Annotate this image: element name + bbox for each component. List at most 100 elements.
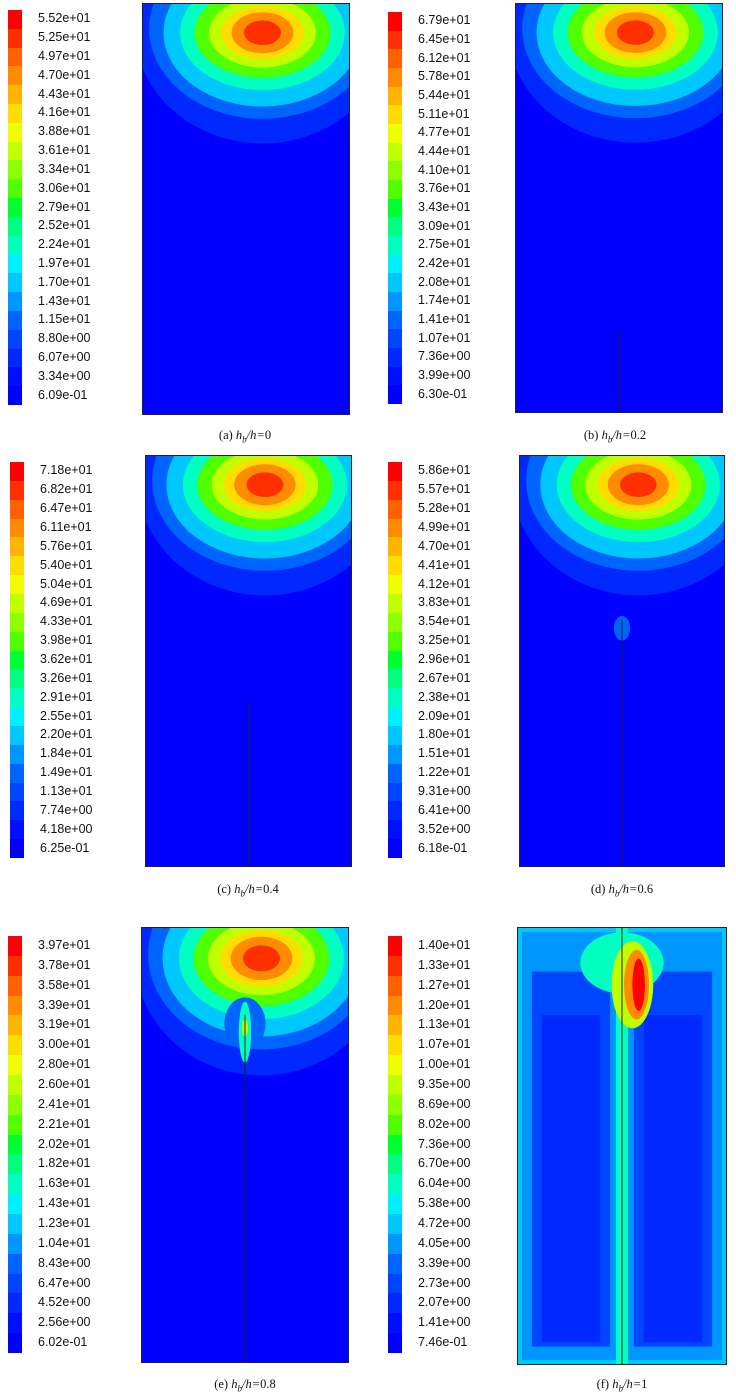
- panel-caption: (b) hb/h=0.2: [584, 428, 646, 445]
- colorbar-swatch: [388, 161, 402, 181]
- colorbar-swatch: [8, 1015, 22, 1036]
- colorbar-swatch: [388, 839, 402, 859]
- caption-sub: b: [242, 434, 247, 445]
- colorbar-label: 2.96e+01: [418, 652, 471, 666]
- colorbar-label: 3.00e+01: [38, 1037, 91, 1052]
- colorbar-label: 4.70e+01: [38, 67, 91, 82]
- colorbar-label: 7.36e+00: [418, 1136, 471, 1151]
- colorbar-swatch: [388, 801, 402, 821]
- colorbar-label: 1.33e+01: [418, 957, 471, 972]
- colorbar-swatch: [10, 499, 24, 520]
- colorbar-label: 1.07e+01: [418, 330, 471, 345]
- colorbar-label: 9.35e+00: [418, 1076, 471, 1091]
- colorbar-swatch: [10, 801, 24, 821]
- colorbar-swatch: [388, 142, 402, 162]
- colorbar-swatch: [8, 28, 22, 49]
- colorbar-swatch: [8, 975, 22, 997]
- colorbar-swatch: [388, 1253, 402, 1275]
- colorbar-label: 6.70e+00: [418, 1156, 471, 1171]
- contour-band: [242, 945, 281, 972]
- colorbar-label: 1.82e+01: [38, 1156, 91, 1171]
- colorbar-label: 5.40e+01: [40, 557, 93, 572]
- colorbar-label: 1.49e+01: [40, 765, 93, 780]
- colorbar-label: 6.02e-01: [38, 1335, 88, 1350]
- colorbar-swatch: [10, 763, 24, 784]
- colorbar-swatch: [10, 575, 24, 595]
- colorbar-label: 1.51e+01: [418, 746, 471, 761]
- colorbar-swatch: [388, 217, 402, 237]
- colorbar-label: 4.16e+01: [38, 105, 91, 120]
- colorbar-label: 2.60e+01: [38, 1076, 91, 1091]
- contour-plot: [142, 3, 350, 415]
- colorbar-label: 6.45e+01: [418, 32, 471, 46]
- caption-ratio: 0.6: [637, 882, 654, 896]
- panel-caption: (d) hb/h=0.6: [591, 882, 653, 899]
- colorbar-label: 1.80e+01: [418, 727, 471, 742]
- colorbar-swatch: [8, 1154, 22, 1175]
- caption-ratio: 0: [264, 428, 272, 442]
- colorbar-label: 5.76e+01: [40, 538, 93, 553]
- contour-band: [246, 472, 284, 497]
- colorbar-swatch: [388, 975, 402, 997]
- colorbar-label: 4.10e+01: [418, 162, 471, 177]
- colorbar-swatch: [10, 669, 24, 689]
- colorbar-label: 3.78e+01: [38, 957, 91, 972]
- colorbar-label: 3.25e+01: [418, 633, 471, 648]
- colorbar-label: 5.86e+01: [418, 463, 471, 478]
- colorbar-swatch: [8, 1214, 22, 1235]
- colorbar-swatch: [8, 1293, 22, 1314]
- colorbar-swatch: [388, 612, 402, 633]
- colorbar-swatch: [10, 480, 24, 501]
- colorbar-label: 3.52e+00: [418, 821, 471, 836]
- colorbar-swatch: [388, 348, 402, 368]
- colorbar-swatch: [388, 995, 402, 1016]
- colorbar-label: 4.97e+01: [38, 49, 91, 64]
- colorbar-swatch: [8, 1134, 22, 1155]
- colorbar-label: 6.09e-01: [38, 387, 88, 402]
- colorbar-label: 6.18e-01: [418, 840, 468, 855]
- colorbar-label: 4.41e+01: [418, 557, 471, 572]
- caption-sub: b: [237, 1383, 242, 1394]
- caption-var: h: [234, 882, 241, 896]
- colorbar-label: 3.34e+01: [38, 161, 91, 176]
- colorbar-label: 4.99e+01: [418, 520, 471, 534]
- colorbar-swatch: [8, 104, 22, 124]
- colorbar-swatch: [388, 1075, 402, 1096]
- colorbar-label: 6.47e+00: [38, 1275, 91, 1290]
- colorbar-swatch: [10, 650, 24, 670]
- colorbar-swatch: [10, 594, 24, 614]
- colorbar-swatch: [8, 1094, 22, 1116]
- colorbar-label: 3.62e+01: [40, 652, 93, 666]
- colorbar-swatch: [388, 669, 402, 689]
- caption-ratio: 1: [641, 1377, 648, 1391]
- caption-letter: (c): [217, 882, 232, 896]
- colorbar-swatch: [388, 385, 402, 405]
- colorbar-label: 1.04e+01: [38, 1235, 91, 1250]
- colorbar-swatch: [8, 1194, 22, 1215]
- colorbar-label: 2.08e+01: [418, 274, 471, 289]
- colorbar-label: 1.43e+01: [38, 1196, 91, 1211]
- colorbar-label: 2.21e+01: [38, 1116, 91, 1131]
- colorbar-swatch: [8, 1313, 22, 1334]
- colorbar-swatch: [8, 216, 22, 237]
- colorbar-swatch: [8, 179, 22, 199]
- colorbar-swatch: [388, 124, 402, 144]
- colorbar-label: 5.44e+01: [418, 88, 471, 102]
- colorbar-label: 4.44e+01: [418, 144, 471, 158]
- contour-band: [616, 20, 655, 45]
- colorbar-swatch: [388, 1134, 402, 1155]
- colorbar-swatch: [8, 348, 22, 368]
- colorbar-label: 1.00e+01: [418, 1057, 471, 1072]
- colorbar-swatch: [388, 236, 402, 256]
- colorbar-swatch: [388, 68, 402, 88]
- colorbar-label: 1.84e+01: [40, 746, 93, 761]
- colorbar-swatch: [388, 86, 402, 106]
- colorbar-swatch: [10, 612, 24, 633]
- colorbar-label: 1.15e+01: [38, 312, 91, 327]
- colorbar-label: 3.19e+01: [38, 1017, 91, 1032]
- colorbar-label: 2.73e+00: [418, 1275, 471, 1290]
- colorbar-label: 1.43e+01: [38, 293, 91, 308]
- caption-var: h: [608, 882, 615, 896]
- colorbar-label: 7.18e+01: [40, 463, 93, 478]
- panel-caption: (e) hb/h=0.8: [214, 1377, 276, 1394]
